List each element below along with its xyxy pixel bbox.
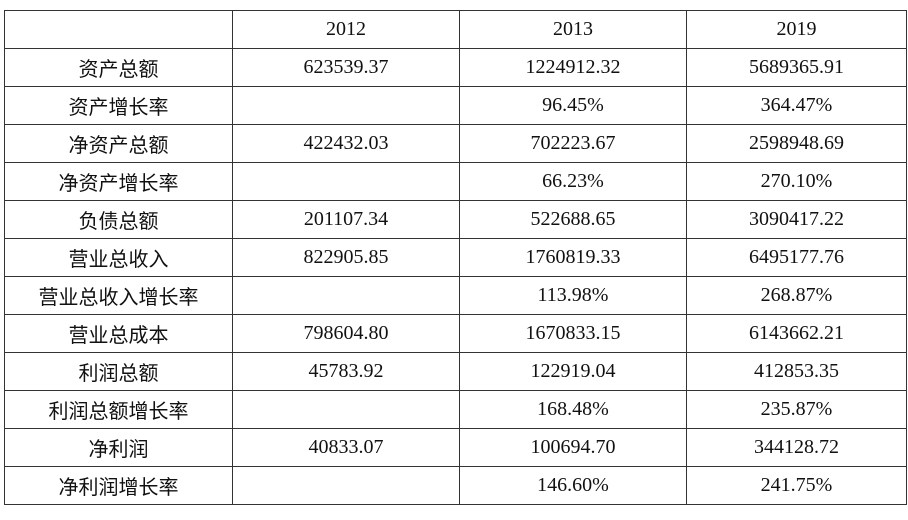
table-cell: 3090417.22 (686, 200, 907, 239)
row-label: 净利润增长率 (4, 466, 233, 505)
row-label: 净利润 (4, 428, 233, 467)
table-cell: 146.60% (459, 466, 687, 505)
row-label: 净资产总额 (4, 124, 233, 163)
table-cell: 422432.03 (232, 124, 460, 163)
table-cell: 5689365.91 (686, 48, 907, 87)
table-cell: 66.23% (459, 162, 687, 201)
table-cell (232, 276, 460, 315)
table-cell: 412853.35 (686, 352, 907, 391)
row-label: 利润总额增长率 (4, 390, 233, 429)
table-cell: 1760819.33 (459, 238, 687, 277)
table-cell: 2598948.69 (686, 124, 907, 163)
table-row: 净利润 40833.07 100694.70 344128.72 (4, 428, 907, 467)
table-row: 营业总成本 798604.80 1670833.15 6143662.21 (4, 314, 907, 353)
table-cell: 1224912.32 (459, 48, 687, 87)
table-cell: 1670833.15 (459, 314, 687, 353)
table-cell: 201107.34 (232, 200, 460, 239)
table-cell: 268.87% (686, 276, 907, 315)
table-row: 净利润增长率 146.60% 241.75% (4, 466, 907, 505)
row-label: 营业总收入增长率 (4, 276, 233, 315)
table-cell (232, 162, 460, 201)
table-row: 资产增长率 96.45% 364.47% (4, 86, 907, 125)
row-label: 净资产增长率 (4, 162, 233, 201)
table-cell: 100694.70 (459, 428, 687, 467)
table-cell: 168.48% (459, 390, 687, 429)
table-cell: 40833.07 (232, 428, 460, 467)
table-row: 利润总额增长率 168.48% 235.87% (4, 390, 907, 429)
table-cell: 623539.37 (232, 48, 460, 87)
header-row: 2012 2013 2019 (4, 10, 907, 49)
table-cell: 241.75% (686, 466, 907, 505)
row-label: 营业总成本 (4, 314, 233, 353)
row-label: 资产增长率 (4, 86, 233, 125)
table-cell (232, 390, 460, 429)
table-row: 利润总额 45783.92 122919.04 412853.35 (4, 352, 907, 391)
table-cell: 798604.80 (232, 314, 460, 353)
table-row: 净资产总额 422432.03 702223.67 2598948.69 (4, 124, 907, 163)
table-cell: 522688.65 (459, 200, 687, 239)
table-cell: 702223.67 (459, 124, 687, 163)
table-cell: 6495177.76 (686, 238, 907, 277)
table-row: 净资产增长率 66.23% 270.10% (4, 162, 907, 201)
table-cell: 45783.92 (232, 352, 460, 391)
header-cell: 2012 (232, 10, 460, 49)
table-cell: 235.87% (686, 390, 907, 429)
table-cell: 364.47% (686, 86, 907, 125)
header-cell: 2013 (459, 10, 687, 49)
row-label: 资产总额 (4, 48, 233, 87)
table-row: 营业总收入 822905.85 1760819.33 6495177.76 (4, 238, 907, 277)
table-row: 负债总额 201107.34 522688.65 3090417.22 (4, 200, 907, 239)
table-cell: 122919.04 (459, 352, 687, 391)
row-label: 营业总收入 (4, 238, 233, 277)
row-label: 利润总额 (4, 352, 233, 391)
table-cell: 344128.72 (686, 428, 907, 467)
header-cell (4, 10, 233, 49)
row-label: 负债总额 (4, 200, 233, 239)
header-cell: 2019 (686, 10, 907, 49)
table-row: 营业总收入增长率 113.98% 268.87% (4, 276, 907, 315)
table-cell (232, 466, 460, 505)
table-cell: 96.45% (459, 86, 687, 125)
table-body: 2012 2013 2019 资产总额 623539.37 1224912.32 56893… (4, 10, 907, 505)
data-table: 2012 2013 2019 资产总额 623539.37 1224912.32 56893… (4, 10, 907, 505)
table-cell: 113.98% (459, 276, 687, 315)
table-cell (232, 86, 460, 125)
table-row: 资产总额 623539.37 1224912.32 5689365.91 (4, 48, 907, 87)
table-cell: 822905.85 (232, 238, 460, 277)
table-cell: 6143662.21 (686, 314, 907, 353)
table-cell: 270.10% (686, 162, 907, 201)
